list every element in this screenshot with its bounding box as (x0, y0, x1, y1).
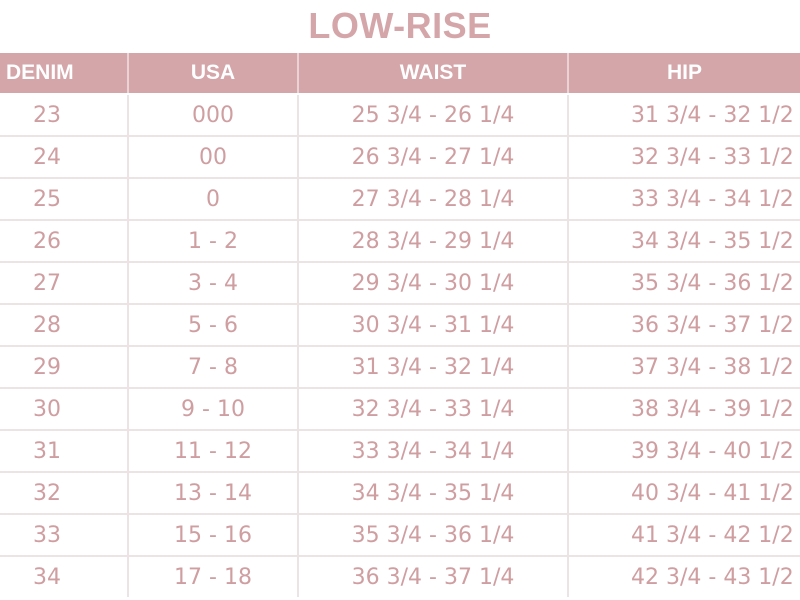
cell-waist: 35 3/4 - 36 1/4 (297, 513, 568, 556)
table-row: 25 0 27 3/4 - 28 1/4 33 3/4 - 34 1/2 (0, 177, 800, 220)
table-body: 23 000 25 3/4 - 26 1/4 31 3/4 - 32 1/2 2… (0, 93, 800, 597)
cell-denim: 27 (0, 261, 128, 304)
table-row: 33 15 - 16 35 3/4 - 36 1/4 41 3/4 - 42 1… (0, 513, 800, 556)
cell-waist: 26 3/4 - 27 1/4 (297, 135, 568, 178)
cell-waist: 30 3/4 - 31 1/4 (297, 303, 568, 346)
size-table: DENIM USA WAIST HIP 23 000 25 3/4 - 26 1… (0, 53, 800, 597)
cell-waist: 32 3/4 - 33 1/4 (297, 387, 568, 430)
table-row: 32 13 - 14 34 3/4 - 35 1/4 40 3/4 - 41 1… (0, 471, 800, 514)
table-row: 28 5 - 6 30 3/4 - 31 1/4 36 3/4 - 37 1/2 (0, 303, 800, 346)
cell-denim: 23 (0, 93, 128, 136)
cell-hip: 35 3/4 - 36 1/2 (567, 261, 800, 304)
cell-usa: 17 - 18 (127, 555, 298, 597)
cell-usa: 1 - 2 (127, 219, 298, 262)
cell-hip: 37 3/4 - 38 1/2 (567, 345, 800, 388)
table-header: DENIM USA WAIST HIP (0, 53, 800, 95)
cell-denim: 28 (0, 303, 128, 346)
cell-usa: 000 (127, 93, 298, 136)
header-waist: WAIST (297, 53, 568, 95)
cell-denim: 29 (0, 345, 128, 388)
cell-usa: 00 (127, 135, 298, 178)
cell-denim: 31 (0, 429, 128, 472)
cell-denim: 26 (0, 219, 128, 262)
cell-hip: 33 3/4 - 34 1/2 (567, 177, 800, 220)
cell-hip: 42 3/4 - 43 1/2 (567, 555, 800, 597)
cell-waist: 31 3/4 - 32 1/4 (297, 345, 568, 388)
cell-usa: 0 (127, 177, 298, 220)
cell-waist: 34 3/4 - 35 1/4 (297, 471, 568, 514)
cell-hip: 32 3/4 - 33 1/2 (567, 135, 800, 178)
cell-denim: 32 (0, 471, 128, 514)
table-row: 30 9 - 10 32 3/4 - 33 1/4 38 3/4 - 39 1/… (0, 387, 800, 430)
table-row: 26 1 - 2 28 3/4 - 29 1/4 34 3/4 - 35 1/2 (0, 219, 800, 262)
cell-usa: 7 - 8 (127, 345, 298, 388)
table-row: 24 00 26 3/4 - 27 1/4 32 3/4 - 33 1/2 (0, 135, 800, 178)
header-denim: DENIM (0, 53, 128, 95)
cell-usa: 3 - 4 (127, 261, 298, 304)
cell-hip: 41 3/4 - 42 1/2 (567, 513, 800, 556)
cell-waist: 25 3/4 - 26 1/4 (297, 93, 568, 136)
table-row: 29 7 - 8 31 3/4 - 32 1/4 37 3/4 - 38 1/2 (0, 345, 800, 388)
header-row: DENIM USA WAIST HIP (0, 53, 800, 95)
cell-usa: 15 - 16 (127, 513, 298, 556)
cell-hip: 39 3/4 - 40 1/2 (567, 429, 800, 472)
cell-usa: 13 - 14 (127, 471, 298, 514)
cell-waist: 33 3/4 - 34 1/4 (297, 429, 568, 472)
cell-denim: 33 (0, 513, 128, 556)
cell-denim: 30 (0, 387, 128, 430)
cell-denim: 34 (0, 555, 128, 597)
cell-hip: 31 3/4 - 32 1/2 (567, 93, 800, 136)
cell-usa: 5 - 6 (127, 303, 298, 346)
cell-hip: 38 3/4 - 39 1/2 (567, 387, 800, 430)
header-usa: USA (127, 53, 298, 95)
header-hip: HIP (567, 53, 800, 95)
cell-waist: 27 3/4 - 28 1/4 (297, 177, 568, 220)
cell-denim: 25 (0, 177, 128, 220)
cell-hip: 36 3/4 - 37 1/2 (567, 303, 800, 346)
cell-denim: 24 (0, 135, 128, 178)
table-row: 23 000 25 3/4 - 26 1/4 31 3/4 - 32 1/2 (0, 93, 800, 136)
cell-hip: 34 3/4 - 35 1/2 (567, 219, 800, 262)
page-title: LOW-RISE (308, 5, 492, 46)
table-row: 27 3 - 4 29 3/4 - 30 1/4 35 3/4 - 36 1/2 (0, 261, 800, 304)
cell-waist: 36 3/4 - 37 1/4 (297, 555, 568, 597)
table-row: 34 17 - 18 36 3/4 - 37 1/4 42 3/4 - 43 1… (0, 555, 800, 597)
cell-usa: 9 - 10 (127, 387, 298, 430)
cell-hip: 40 3/4 - 41 1/2 (567, 471, 800, 514)
cell-waist: 28 3/4 - 29 1/4 (297, 219, 568, 262)
table-row: 31 11 - 12 33 3/4 - 34 1/4 39 3/4 - 40 1… (0, 429, 800, 472)
cell-waist: 29 3/4 - 30 1/4 (297, 261, 568, 304)
cell-usa: 11 - 12 (127, 429, 298, 472)
